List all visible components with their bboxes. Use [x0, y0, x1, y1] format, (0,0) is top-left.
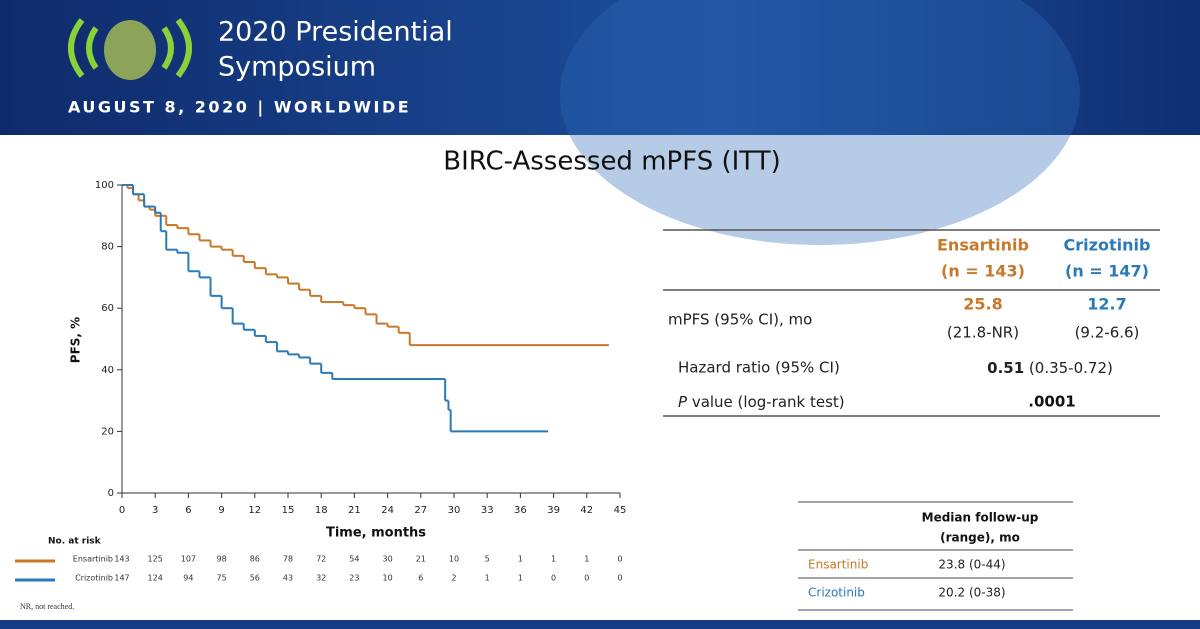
risk-count: 125 — [148, 555, 163, 564]
risk-count: 147 — [114, 574, 129, 583]
risk-count: 10 — [449, 555, 459, 564]
y-tick-label: 40 — [101, 365, 114, 376]
y-axis-label: PFS, % — [69, 317, 83, 363]
risk-count: 1 — [518, 555, 523, 564]
risk-count: 1 — [485, 574, 490, 583]
risk-count: 86 — [250, 555, 260, 564]
header-title: Symposium — [218, 52, 376, 83]
row-label: mPFS (95% CI), mo — [668, 311, 812, 329]
risk-count: 0 — [617, 574, 622, 583]
risk-count: 1 — [551, 555, 556, 564]
followup-value: 23.8 (0-44) — [938, 558, 1005, 572]
hazard-ci: (0.35-0.72) — [1024, 359, 1113, 377]
risk-count: 107 — [181, 555, 196, 564]
mpfs-ci: (21.8-NR) — [947, 324, 1019, 342]
risk-count: 54 — [349, 555, 359, 564]
x-tick-label: 33 — [481, 505, 494, 516]
followup-value: 20.2 (0-38) — [938, 586, 1005, 600]
x-tick-label: 15 — [282, 505, 295, 516]
header-banner — [0, 0, 1200, 135]
x-tick-label: 18 — [315, 505, 328, 516]
hazard-value: 0.51 (0.35-0.72) — [987, 359, 1113, 377]
risk-count: 143 — [114, 555, 129, 564]
risk-count: 6 — [418, 574, 423, 583]
x-tick-label: 39 — [547, 505, 560, 516]
risk-count: 0 — [617, 555, 622, 564]
x-tick-label: 24 — [381, 505, 394, 516]
risk-count: 32 — [316, 574, 326, 583]
column-header: (n = 147) — [1065, 262, 1149, 281]
y-tick-label: 60 — [101, 303, 114, 314]
x-tick-label: 45 — [614, 505, 627, 516]
mpfs-ci: (9.2-6.6) — [1075, 324, 1140, 342]
p-value: .0001 — [1028, 393, 1075, 411]
x-tick-label: 3 — [152, 505, 158, 516]
x-tick-label: 9 — [218, 505, 224, 516]
risk-title: No. at risk — [48, 537, 102, 547]
x-tick-label: 0 — [119, 505, 125, 516]
logo — [68, 18, 192, 80]
risk-row-name: Ensartinib — [73, 555, 113, 564]
risk-count: 78 — [283, 555, 293, 564]
column-header: (n = 143) — [941, 262, 1025, 281]
followup-header: Median follow-up — [922, 511, 1039, 525]
mpfs-value: 12.7 — [1087, 295, 1126, 314]
y-tick-label: 100 — [95, 180, 114, 191]
risk-count: 0 — [584, 574, 589, 583]
risk-count: 21 — [416, 555, 426, 564]
x-tick-label: 21 — [348, 505, 361, 516]
p-italic: P — [678, 393, 688, 411]
risk-count: 75 — [217, 574, 227, 583]
risk-count: 94 — [183, 574, 193, 583]
risk-count: 23 — [349, 574, 359, 583]
row-label: Hazard ratio (95% CI) — [678, 359, 840, 377]
chart-title: BIRC-Assessed mPFS (ITT) — [443, 147, 781, 177]
risk-count: 72 — [316, 555, 326, 564]
mpfs-value: 25.8 — [963, 295, 1002, 314]
risk-count: 0 — [551, 574, 556, 583]
globe-decoration — [560, 0, 1080, 245]
hazard-ratio: 0.51 — [987, 359, 1024, 377]
risk-count: 10 — [383, 574, 393, 583]
risk-count: 2 — [451, 574, 456, 583]
risk-row-name: Crizotinib — [75, 574, 113, 583]
risk-count: 98 — [217, 555, 227, 564]
x-tick-label: 36 — [514, 505, 527, 516]
followup-name: Crizotinib — [808, 586, 865, 600]
x-tick-label: 27 — [414, 505, 427, 516]
risk-count: 1 — [584, 555, 589, 564]
footer-strip — [0, 620, 1200, 629]
column-header: Ensartinib — [937, 236, 1029, 255]
column-header: Crizotinib — [1064, 236, 1151, 255]
followup-name: Ensartinib — [808, 558, 868, 572]
followup-header: (range), mo — [940, 531, 1020, 545]
risk-count: 124 — [148, 574, 163, 583]
p-label: value (log-rank test) — [687, 393, 845, 411]
x-tick-label: 30 — [448, 505, 461, 516]
x-tick-label: 12 — [248, 505, 261, 516]
risk-count: 43 — [283, 574, 293, 583]
risk-count: 56 — [250, 574, 260, 583]
y-tick-label: 0 — [108, 488, 114, 499]
header-title: 2020 Presidential — [218, 17, 453, 48]
y-tick-label: 80 — [101, 242, 114, 253]
row-label: P value (log-rank test) — [678, 393, 845, 411]
risk-count: 1 — [518, 574, 523, 583]
risk-count: 5 — [485, 555, 490, 564]
x-axis-label: Time, months — [326, 526, 426, 541]
risk-count: 30 — [383, 555, 393, 564]
x-tick-label: 6 — [185, 505, 191, 516]
y-tick-label: 20 — [101, 426, 114, 437]
header-subtitle: AUGUST 8, 2020 | WORLDWIDE — [68, 98, 411, 118]
x-tick-label: 42 — [580, 505, 593, 516]
footnote: NR, not reached. — [20, 602, 74, 611]
